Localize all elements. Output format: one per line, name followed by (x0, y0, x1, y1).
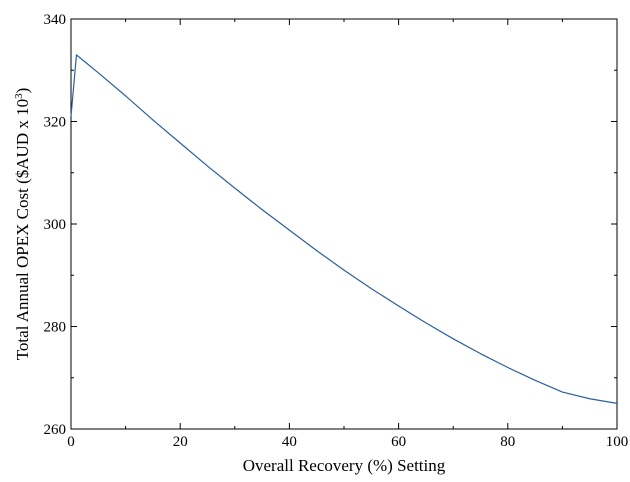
y-axis-title-main: Total Annual OPEX Cost ($AUD x 10 (13, 99, 32, 360)
y-tick-label: 280 (44, 320, 67, 336)
y-tick-label: 320 (44, 115, 67, 131)
y-axis-title-close: ) (13, 88, 32, 94)
y-axis-title: Total Annual OPEX Cost ($AUD x 103) (13, 88, 32, 361)
x-tick-label: 80 (500, 434, 515, 450)
series-layer (70, 54, 618, 404)
x-tick-label: 60 (391, 434, 406, 450)
y-tick-label: 300 (44, 217, 67, 233)
x-tick-label: 20 (173, 434, 188, 450)
x-tick-label: 100 (606, 434, 629, 450)
y-tick-label: 260 (44, 422, 67, 438)
axis-ticks (70, 18, 618, 430)
plot-area (70, 18, 618, 430)
x-tick-label: 0 (67, 434, 75, 450)
y-axis-title-superscript: 3 (13, 93, 25, 99)
y-tick-labels: 260 280 300 320 340 (44, 12, 67, 438)
x-tick-label: 40 (282, 434, 297, 450)
series-line (70, 54, 618, 404)
x-tick-labels: 0 20 40 60 80 100 (67, 434, 628, 450)
y-tick-label: 340 (44, 12, 67, 28)
x-axis-title: Overall Recovery (%) Setting (243, 456, 446, 475)
